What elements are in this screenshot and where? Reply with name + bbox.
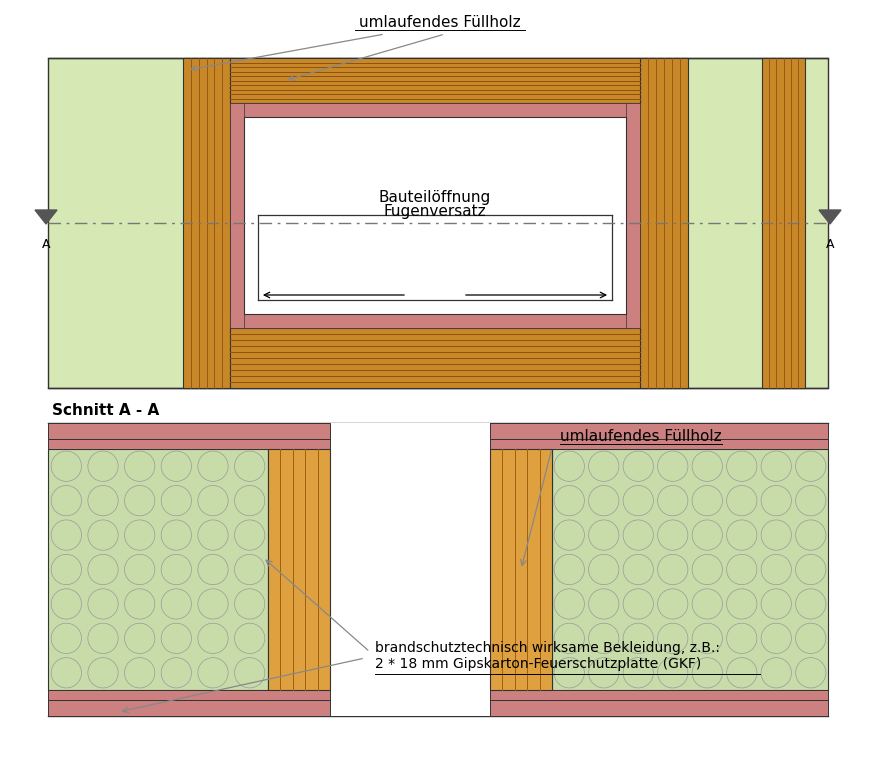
Bar	[48, 449, 268, 690]
Text: umlaufendes Füllholz: umlaufendes Füllholz	[560, 429, 722, 443]
Bar	[48, 423, 330, 439]
Polygon shape	[819, 210, 841, 224]
Bar	[183, 58, 230, 388]
Text: A: A	[42, 238, 51, 251]
Bar	[762, 58, 805, 388]
Text: Bauteilöffnung: Bauteilöffnung	[378, 190, 491, 205]
Bar	[48, 700, 330, 716]
Bar	[230, 103, 640, 117]
Text: 2 * 18 mm Gipskarton-Feuerschutzplatte (GKF): 2 * 18 mm Gipskarton-Feuerschutzplatte (…	[375, 657, 701, 671]
Bar	[552, 449, 828, 690]
Text: A: A	[826, 238, 835, 251]
Bar	[490, 690, 828, 700]
Bar	[244, 117, 626, 314]
Bar	[48, 690, 330, 700]
Bar	[230, 58, 640, 103]
Bar	[268, 449, 330, 690]
Text: brandschutztechnisch wirksame Bekleidung, z.B.:: brandschutztechnisch wirksame Bekleidung…	[375, 641, 720, 655]
Bar	[48, 58, 828, 388]
Polygon shape	[35, 210, 57, 224]
Bar	[626, 103, 640, 328]
Bar	[330, 423, 490, 716]
Text: Schnitt A - A: Schnitt A - A	[52, 403, 160, 418]
Bar	[230, 328, 640, 388]
Bar	[230, 314, 640, 328]
Bar	[230, 103, 244, 328]
Bar	[490, 700, 828, 716]
Text: umlaufendes Füllholz: umlaufendes Füllholz	[359, 15, 521, 30]
Bar	[490, 449, 552, 690]
Bar	[640, 58, 688, 388]
Bar	[490, 423, 828, 439]
Text: Fugenversatz: Fugenversatz	[384, 204, 487, 219]
Bar	[48, 439, 330, 449]
Bar	[490, 439, 828, 449]
